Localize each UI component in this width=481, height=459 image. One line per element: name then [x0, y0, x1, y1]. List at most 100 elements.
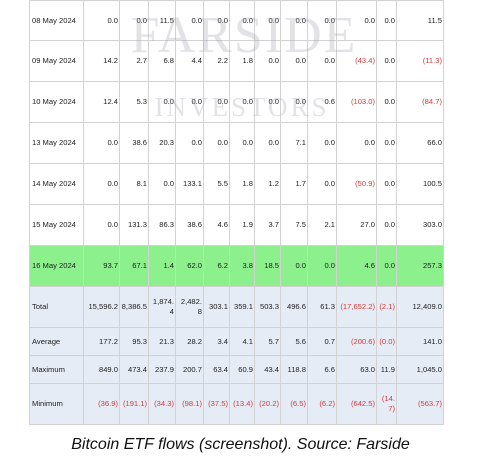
summary-row: Total 15,596.2 8,386.5 1,874.4 2,482.8 303.1 3… [29, 286, 444, 328]
flow-value-cell: 4.6 [336, 245, 377, 287]
date-cell: 08 May 2024 [29, 0, 84, 41]
flow-value-cell: (43.4) [336, 40, 377, 82]
flow-value-cell: 66.0 [396, 122, 444, 164]
summary-label-cell: Total [29, 286, 84, 328]
flow-value-cell: 62.0 [175, 245, 204, 287]
flow-value-cell: (37.5) [203, 383, 230, 425]
flow-value-cell: 0.0 [307, 40, 337, 82]
flow-value-cell: 0.0 [203, 122, 230, 164]
flow-value-cell: 1.9 [229, 204, 255, 246]
flow-value-cell: 3.7 [254, 204, 281, 246]
flow-value-cell: 0.0 [254, 81, 281, 123]
flow-value-cell: 1.2 [254, 163, 281, 205]
flow-value-cell: 0.0 [83, 122, 120, 164]
flow-value-cell: 1,045.0 [396, 355, 444, 384]
flow-value-cell: 0.0 [148, 81, 176, 123]
flow-value-cell: 1.8 [229, 163, 255, 205]
flow-value-cell: 12.4 [83, 81, 120, 123]
flow-value-cell: 5.6 [280, 327, 308, 356]
etf-flow-table-panel: 08 May 2024 0.0 0.0 11.5 0.0 0.0 0.0 0.0 0.0 0.0 0… [29, 0, 444, 425]
summary-row: Maximum 849.0 473.4 237.9 200.7 63.4 60.9 43.4 1… [29, 355, 444, 384]
date-cell: 16 May 2024 [29, 245, 84, 287]
flow-value-cell: 5.7 [254, 327, 281, 356]
flow-value-cell: 0.0 [376, 204, 397, 246]
flow-value-cell: (6.2) [307, 383, 337, 425]
flow-value-cell: 0.0 [203, 0, 230, 41]
date-cell: 10 May 2024 [29, 81, 84, 123]
flow-value-cell: 0.0 [203, 81, 230, 123]
flow-value-cell: (98.1) [175, 383, 204, 425]
flow-value-cell: 86.3 [148, 204, 176, 246]
flow-value-cell: 303.0 [396, 204, 444, 246]
flow-value-cell: 303.1 [203, 286, 230, 328]
flow-value-cell: 0.0 [376, 245, 397, 287]
flow-value-cell: 849.0 [83, 355, 120, 384]
flow-value-cell: 0.0 [280, 40, 308, 82]
flow-value-cell: 0.0 [175, 122, 204, 164]
flow-value-cell: 5.5 [203, 163, 230, 205]
summary-row: Average 177.2 95.3 21.3 28.2 3.4 4.1 5.7 5.6 0.7(… [29, 327, 444, 356]
flow-value-cell: (563.7) [396, 383, 444, 425]
flow-value-cell: 8,386.5 [119, 286, 149, 328]
flow-value-cell: 177.2 [83, 327, 120, 356]
flow-value-cell: 200.7 [175, 355, 204, 384]
flow-value-cell: 93.7 [83, 245, 120, 287]
flow-value-cell: (14.7) [376, 383, 397, 425]
date-cell: 13 May 2024 [29, 122, 84, 164]
flow-value-cell: 0.0 [307, 163, 337, 205]
flow-value-cell: 60.9 [229, 355, 255, 384]
date-cell: 09 May 2024 [29, 40, 84, 82]
flow-value-cell: (84.7) [396, 81, 444, 123]
flow-value-cell: 0.0 [376, 40, 397, 82]
flow-value-cell: 0.7 [307, 327, 337, 356]
flow-value-cell: 11.9 [376, 355, 397, 384]
flow-value-cell: 0.0 [336, 122, 377, 164]
flow-value-cell: 133.1 [175, 163, 204, 205]
flow-value-cell: 0.0 [307, 0, 337, 41]
flow-value-cell: 38.6 [119, 122, 149, 164]
flow-value-cell: 2.1 [307, 204, 337, 246]
flow-value-cell: 0.0 [229, 0, 255, 41]
flow-value-cell: 237.9 [148, 355, 176, 384]
daily-flow-row: 16 May 2024 93.7 67.1 1.4 62.0 6.2 3.8 18.5 0.0 0… [29, 245, 444, 287]
date-cell: 14 May 2024 [29, 163, 84, 205]
flow-value-cell: 3.4 [203, 327, 230, 356]
flow-value-cell: 131.3 [119, 204, 149, 246]
flow-value-cell: 67.1 [119, 245, 149, 287]
flow-value-cell: 0.0 [119, 0, 149, 41]
flow-value-cell: 63.4 [203, 355, 230, 384]
flow-value-cell: 0.0 [280, 0, 308, 41]
summary-label-cell: Average [29, 327, 84, 356]
flow-value-cell: 18.5 [254, 245, 281, 287]
flow-value-cell: 1.8 [229, 40, 255, 82]
flow-value-cell: (200.6) [336, 327, 377, 356]
flow-value-cell: 0.0 [280, 245, 308, 287]
flow-value-cell: 118.8 [280, 355, 308, 384]
flow-value-cell: 0.6 [307, 81, 337, 123]
flow-value-cell: 95.3 [119, 327, 149, 356]
flow-value-cell: (6.5) [280, 383, 308, 425]
flow-value-cell: (103.0) [336, 81, 377, 123]
flow-value-cell: 0.0 [376, 0, 397, 41]
flow-value-cell: 3.8 [229, 245, 255, 287]
flow-value-cell: 6.6 [307, 355, 337, 384]
daily-flow-row: 13 May 2024 0.0 38.6 20.3 0.0 0.0 0.0 0.0 7.1 0.0… [29, 122, 444, 164]
flow-value-cell: 0.0 [254, 0, 281, 41]
flow-value-cell: 0.0 [307, 245, 337, 287]
flow-value-cell: 4.1 [229, 327, 255, 356]
flow-value-cell: 12,409.0 [396, 286, 444, 328]
flow-value-cell: 14.2 [83, 40, 120, 82]
flow-value-cell: (20.2) [254, 383, 281, 425]
flow-value-cell: 257.3 [396, 245, 444, 287]
flow-value-cell: 0.0 [83, 163, 120, 205]
flow-value-cell: 8.1 [119, 163, 149, 205]
flow-value-cell: 0.0 [229, 122, 255, 164]
daily-flow-row: 08 May 2024 0.0 0.0 11.5 0.0 0.0 0.0 0.0 0.0 0.0 0… [29, 0, 444, 41]
flow-value-cell: 0.0 [336, 0, 377, 41]
figure-caption: Bitcoin ETF flows (screenshot). Source: … [71, 436, 410, 453]
flow-value-cell: 2,482.8 [175, 286, 204, 328]
flow-value-cell: 2.7 [119, 40, 149, 82]
flow-value-cell: 503.3 [254, 286, 281, 328]
flow-value-cell: 1.4 [148, 245, 176, 287]
etf-flow-table: 08 May 2024 0.0 0.0 11.5 0.0 0.0 0.0 0.0 0.0 0.0 0… [29, 0, 444, 425]
